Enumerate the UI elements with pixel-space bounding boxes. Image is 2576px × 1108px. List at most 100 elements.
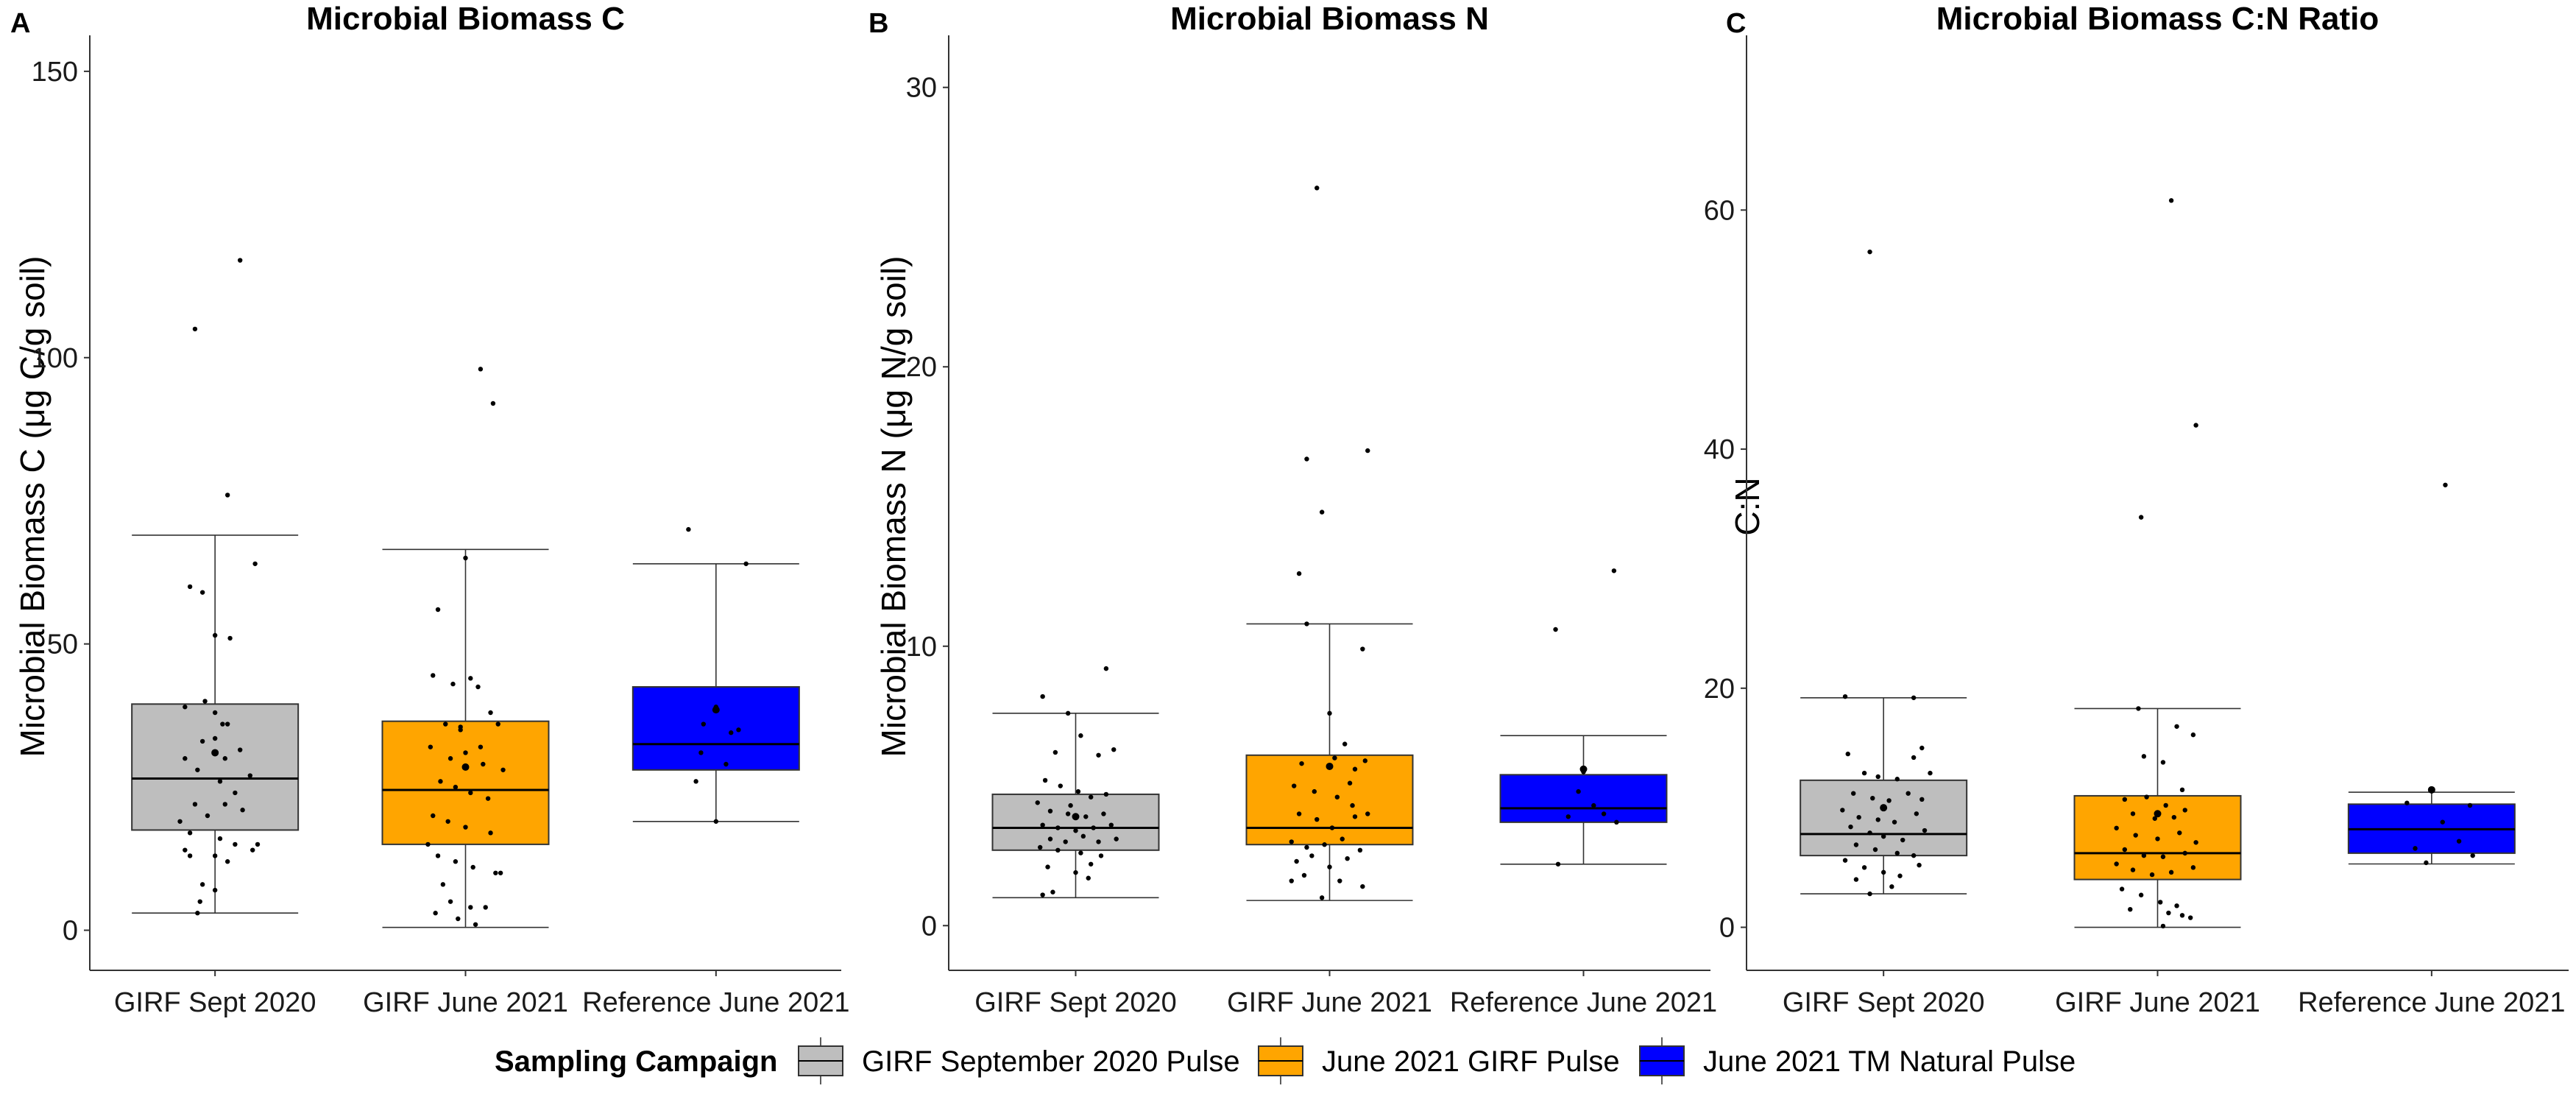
data-point <box>1911 695 1917 700</box>
data-point <box>233 841 238 847</box>
y-tick-label: 0 <box>63 916 78 947</box>
data-point <box>1360 646 1365 652</box>
data-point <box>1073 869 1078 875</box>
y-tick-label: 20 <box>906 352 937 383</box>
data-point <box>2413 846 2418 851</box>
data-point <box>447 899 453 904</box>
data-point <box>1342 741 1348 747</box>
x-tick-label: GIRF June 2021 <box>2055 987 2260 1018</box>
data-point <box>1880 833 1886 839</box>
data-point <box>199 590 205 595</box>
data-point <box>202 699 208 704</box>
data-point <box>1322 842 1327 847</box>
data-point <box>1045 864 1050 869</box>
data-point <box>227 635 233 641</box>
y-axis-label: Microbial Biomass C (μg C/g soil) <box>13 256 52 758</box>
data-point <box>2177 830 2182 836</box>
mean-point <box>2154 810 2162 818</box>
data-point <box>1089 861 1094 867</box>
panel-title: Microbial Biomass C <box>306 1 625 37</box>
data-point <box>224 493 230 498</box>
data-point <box>478 744 484 749</box>
x-tick-label: GIRF Sept 2020 <box>114 987 316 1018</box>
data-point <box>224 721 230 727</box>
data-point <box>2122 797 2128 802</box>
y-tick-label: 30 <box>906 73 937 104</box>
data-point <box>2168 869 2174 875</box>
data-point <box>222 802 227 807</box>
y-tick-label: 20 <box>1704 674 1735 705</box>
data-point <box>453 784 459 790</box>
data-point <box>1853 877 1859 882</box>
data-point <box>1365 811 1370 816</box>
data-point <box>1089 794 1094 800</box>
data-point <box>463 555 468 561</box>
data-point <box>2179 913 2185 918</box>
data-point <box>435 853 441 858</box>
data-point <box>1861 770 1867 776</box>
data-point <box>1314 186 1320 191</box>
data-point <box>2133 833 2138 838</box>
data-point <box>1875 817 1880 822</box>
data-point <box>240 808 245 813</box>
data-point <box>2166 910 2171 916</box>
data-point <box>1052 749 1058 755</box>
panel-b: B Microbial Biomass N Microbial Biomass N … <box>868 1 1717 1018</box>
data-point <box>2160 760 2166 765</box>
box-3: Reference June 2021 <box>2298 482 2566 1018</box>
data-point <box>2138 892 2144 897</box>
data-point <box>1345 855 1350 861</box>
data-point <box>1337 878 1342 883</box>
data-point <box>1103 666 1109 671</box>
panel-title: Microbial Biomass N <box>1170 1 1489 37</box>
data-point <box>2470 853 2475 858</box>
y-tick-label: 60 <box>1704 195 1735 226</box>
mean-point <box>2427 786 2435 794</box>
data-point <box>2174 724 2179 729</box>
data-point <box>1886 798 1892 803</box>
x-tick-label: GIRF June 2021 <box>1227 987 1432 1018</box>
y-tick-label: 40 <box>1704 434 1735 465</box>
box-body <box>131 703 300 831</box>
data-point <box>1897 873 1903 878</box>
data-point <box>473 922 478 927</box>
data-point <box>192 802 198 807</box>
box-body <box>1800 779 1968 857</box>
data-point <box>443 721 448 727</box>
data-point <box>1870 795 1875 801</box>
data-point <box>1040 694 1045 699</box>
data-point <box>1889 884 1894 889</box>
data-point <box>1911 853 1917 858</box>
legend-item: GIRF September 2020 Pulse <box>798 1037 1240 1084</box>
data-point <box>458 727 463 733</box>
data-point <box>1914 811 1919 816</box>
data-point <box>2187 915 2193 920</box>
data-point <box>1096 839 1101 844</box>
data-point <box>425 841 431 847</box>
y-tick-label: 100 <box>32 343 78 374</box>
data-point <box>212 710 218 716</box>
data-point <box>195 911 200 916</box>
data-point <box>1068 802 1073 808</box>
data-point <box>2190 865 2196 870</box>
data-point <box>1063 839 1068 844</box>
legend-label: GIRF September 2020 Pulse <box>862 1045 1240 1078</box>
data-point <box>1851 791 1856 796</box>
data-point <box>1304 844 1309 850</box>
data-point <box>2114 861 2119 867</box>
data-point <box>493 870 498 875</box>
box-2: GIRF June 2021 <box>363 367 568 1018</box>
data-point <box>490 400 496 406</box>
data-point <box>247 773 253 778</box>
data-point <box>431 813 436 819</box>
data-point <box>1334 794 1340 800</box>
y-tick-label: 50 <box>47 629 78 660</box>
data-point <box>205 813 210 819</box>
data-point <box>2158 900 2163 905</box>
box-3: Reference June 2021 <box>582 526 850 1018</box>
data-point <box>485 796 491 801</box>
data-point <box>686 526 691 532</box>
data-point <box>435 607 441 613</box>
data-point <box>1091 825 1096 830</box>
